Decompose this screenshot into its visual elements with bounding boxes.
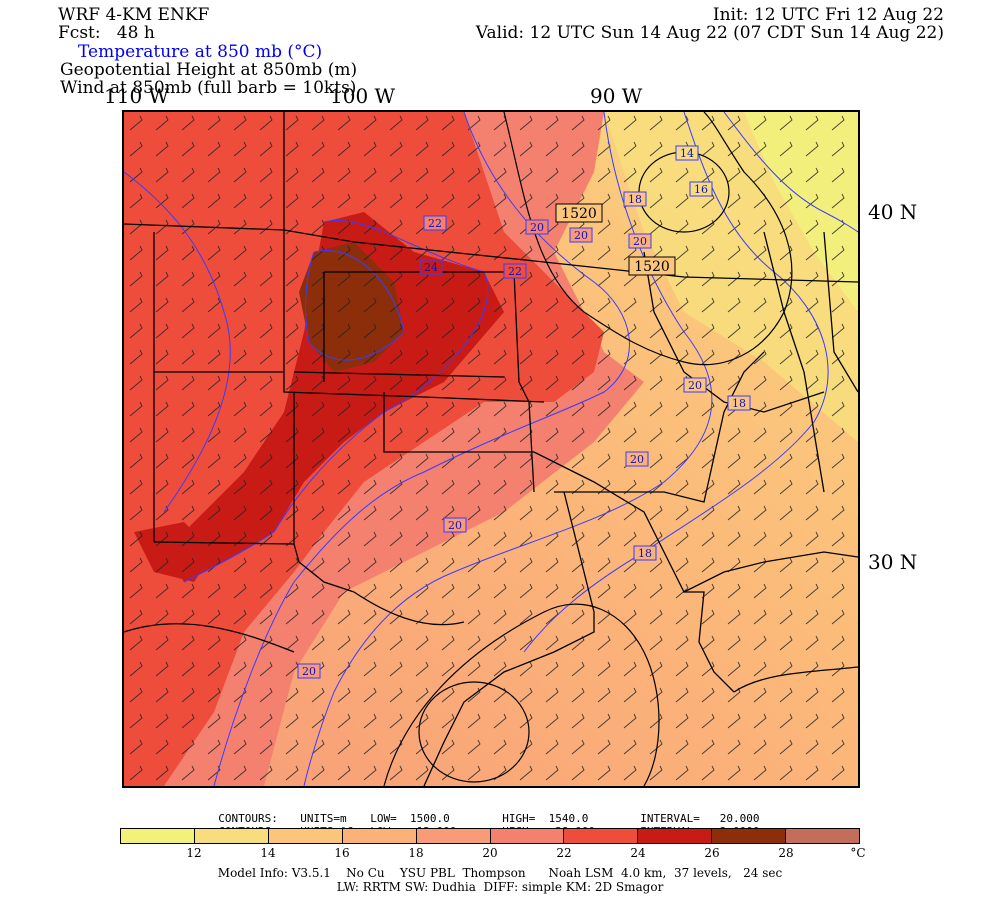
svg-text:20: 20 [630, 453, 644, 466]
colorbar-tick-label: 22 [556, 846, 572, 860]
wind-barbs [124, 112, 858, 786]
field-temperature: Temperature at 850 mb (°C) [78, 42, 323, 62]
colorbar-segment [416, 829, 491, 843]
svg-text:18: 18 [638, 547, 652, 560]
colorbar-segment [564, 829, 639, 843]
colorbar-segment [121, 829, 195, 843]
height-label-1: 1520 [561, 206, 597, 222]
map-svg: 1520 1520 22 24 22 20 20 20 18 14 16 20 … [124, 112, 858, 786]
svg-text:14: 14 [680, 147, 694, 160]
h-units: UNITS=m [300, 812, 347, 825]
h-high: HIGH= 1540.0 [502, 812, 589, 825]
svg-text:16: 16 [694, 183, 708, 196]
h-interval: INTERVAL= 20.000 [640, 812, 760, 825]
valid-time: Valid: 12 UTC Sun 14 Aug 22 (07 CDT Sun … [475, 23, 944, 43]
field-wind: Wind at 850mb (full barb = 10kts) [60, 78, 357, 98]
svg-text:20: 20 [688, 379, 702, 392]
svg-text:20: 20 [302, 665, 316, 678]
colorbar-tick-label: 14 [260, 846, 276, 860]
colorbar-segment [342, 829, 417, 843]
forecast-hour: Fcst: 48 h [58, 23, 155, 43]
field-height: Geopotential Height at 850mb (m) [60, 60, 358, 80]
h-prefix: CONTOURS: [218, 812, 278, 825]
temperature-labels: 22 24 22 20 20 20 18 14 16 20 18 20 20 1… [297, 145, 751, 679]
svg-text:20: 20 [574, 229, 588, 242]
colorbar-segment [786, 829, 860, 843]
svg-text:20: 20 [530, 221, 544, 234]
svg-text:18: 18 [732, 397, 746, 410]
model-info-line2: LW: RRTM SW: Dudhia DIFF: simple KM: 2D … [336, 880, 664, 894]
lon-label-90w: 90 W [590, 84, 643, 108]
model-info-line1: Model Info: V3.5.1 No Cu YSU PBL Thompso… [217, 866, 783, 880]
colorbar-tick-label: 16 [334, 846, 350, 860]
svg-text:22: 22 [508, 265, 522, 278]
height-label-2: 1520 [634, 259, 670, 275]
colorbar-tick-label: 24 [630, 846, 646, 860]
model-title: WRF 4-KM ENKF [58, 5, 210, 25]
map-panel: 1520 1520 22 24 22 20 20 20 18 14 16 20 … [122, 110, 860, 788]
svg-text:24: 24 [424, 261, 438, 274]
lat-label-40n: 40 N [868, 200, 918, 224]
init-time: Init: 12 UTC Fri 12 Aug 22 [712, 5, 944, 25]
colorbar-segment [638, 829, 713, 843]
height-contour-info: CONTOURS: UNITS=m LOW= 1500.0 HIGH= 1540.0 I… [205, 799, 759, 825]
colorbar-segment [712, 829, 787, 843]
lon-label-110w: 110 W [104, 84, 170, 108]
temperature-contours [124, 112, 858, 786]
colorbar-tick-label: 18 [408, 846, 424, 860]
colorbar-tick-label: °C [850, 846, 866, 860]
h-low: LOW= 1500.0 [370, 812, 450, 825]
colorbar-tick-label: 20 [482, 846, 498, 860]
colorbar-tick-label: 28 [778, 846, 794, 860]
height-labels: 1520 1520 [555, 203, 676, 276]
svg-text:20: 20 [633, 235, 647, 248]
colorbar-segment [490, 829, 565, 843]
colorbar-segment [194, 829, 269, 843]
svg-text:18: 18 [628, 193, 642, 206]
svg-text:20: 20 [448, 519, 462, 532]
temperature-colorbar [120, 828, 860, 844]
state-borders [124, 112, 858, 786]
svg-text:22: 22 [428, 217, 442, 230]
colorbar-tick-label: 26 [704, 846, 720, 860]
colorbar-tick-label: 12 [186, 846, 202, 860]
lon-label-100w: 100 W [330, 84, 396, 108]
lat-label-30n: 30 N [868, 550, 918, 574]
colorbar-segment [268, 829, 343, 843]
